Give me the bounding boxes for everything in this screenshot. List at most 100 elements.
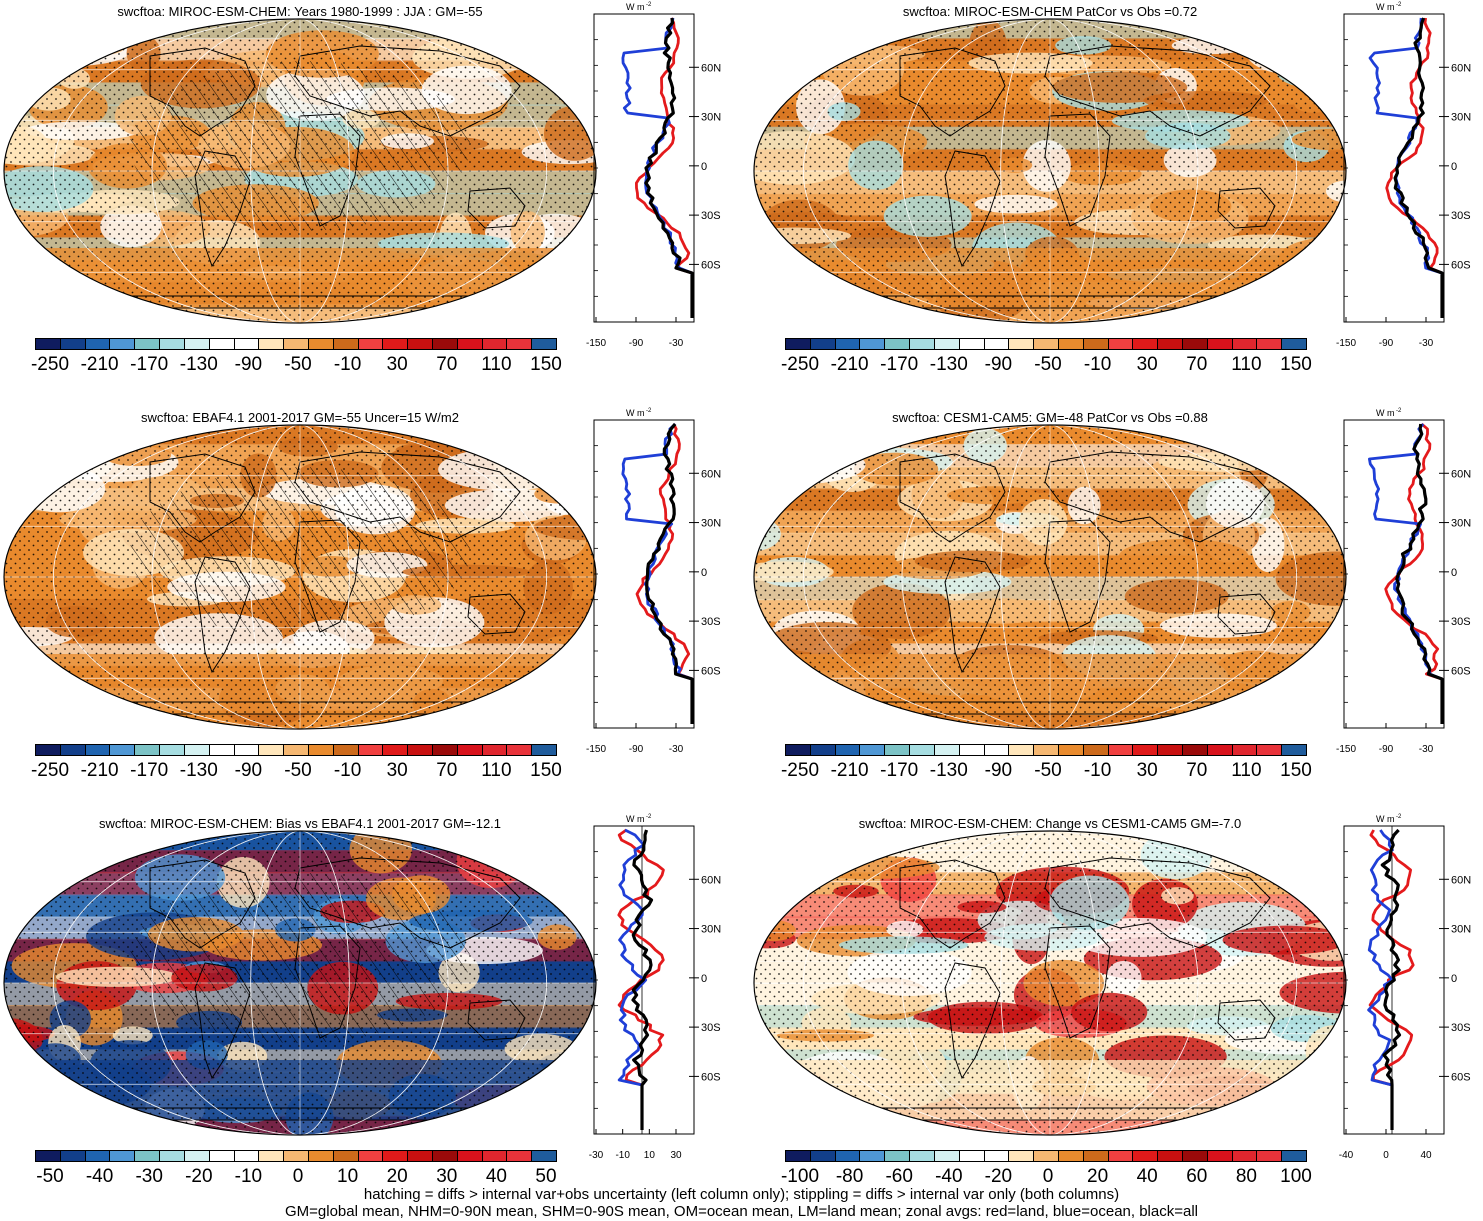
colorbar-swatch (934, 745, 960, 755)
colorbar-swatch (1133, 1151, 1159, 1161)
profile-lat-label: 30S (701, 210, 721, 222)
colorbar-swatch (284, 1151, 309, 1161)
profile-lat-label: 0 (1451, 161, 1457, 173)
coastline-1 (944, 150, 1001, 268)
colorbar-swatch (835, 339, 861, 349)
world-map (3, 424, 597, 730)
world-map (3, 830, 597, 1136)
colorbar-swatch (408, 745, 433, 755)
colorbar-swatch (1232, 745, 1258, 755)
colorbar-label: -10 (1083, 354, 1112, 375)
colorbar-swatch (1133, 339, 1159, 349)
colorbar-swatch (135, 745, 161, 755)
panel-p1: swcftoa: MIROC-ESM-CHEM: Years 1980-1999… (0, 0, 741, 407)
colorbar-swatch (1034, 339, 1059, 349)
colorbar-swatch (482, 745, 508, 755)
colorbar-label: 30 (436, 1166, 458, 1187)
profile-curve-land (1384, 422, 1444, 724)
colorbar-swatch (1232, 339, 1258, 349)
colorbar-label: -210 (830, 354, 869, 375)
colorbar-swatch (910, 1151, 935, 1161)
colorbar-swatch (433, 1151, 458, 1161)
colorbar-swatch (60, 745, 86, 755)
colorbar-swatch (333, 1151, 359, 1161)
profile-lat-label: 60S (1451, 665, 1471, 677)
colorbar-label: -10 (333, 354, 362, 375)
profile-unit-sup: -2 (646, 2, 652, 8)
colorbar-swatch (1257, 745, 1283, 755)
colorbar-label: -40 (935, 1166, 963, 1187)
profile-x-label: 0 (1383, 1150, 1389, 1161)
coastline-4 (467, 593, 526, 635)
colorbar-swatch (209, 1151, 235, 1161)
colorbar-swatch (110, 1151, 136, 1161)
coastline-4 (467, 187, 526, 229)
colorbar-label: 150 (1280, 760, 1312, 781)
colorbar-swatch (234, 1151, 260, 1161)
colorbar-labels: -100 -80 -60 -40 -20 0 20 40 60 80 100 (781, 1166, 1312, 1188)
colorbar-swatch (284, 745, 309, 755)
colorbar-swatch (1282, 1151, 1307, 1161)
colorbar-swatch (60, 1151, 86, 1161)
world-map (753, 18, 1347, 324)
colorbar-label: -130 (179, 760, 218, 781)
colorbar-label: 110 (481, 760, 512, 781)
profile-x-label: -40 (1339, 1150, 1354, 1161)
colorbar-swatch (184, 339, 210, 349)
colorbar-label: -20 (185, 1166, 213, 1187)
zonal-profile: W m -2 60N 30N 0 30S 60S -30 -10 10 30 (589, 814, 721, 1161)
colorbar-swatch (160, 1151, 185, 1161)
colorbar-label: -250 (780, 760, 820, 781)
coastline-2 (1044, 857, 1271, 949)
colorbar-swatch (457, 745, 483, 755)
colorbar-swatch (885, 745, 911, 755)
profile-unit-sup: -2 (1396, 814, 1402, 820)
colorbar-labels: -50 -40 -30 -20 -10 0 10 20 30 40 50 (35, 1166, 557, 1188)
colorbar-swatch (1158, 1151, 1183, 1161)
colorbar-swatch (786, 1151, 811, 1161)
profile-lat-label: 60N (1451, 468, 1471, 480)
profile-lat-label: 30S (1451, 1022, 1471, 1034)
colorbar-swatch (934, 339, 960, 349)
profile-lat-label: 60S (701, 1071, 721, 1083)
colorbar-label: 70 (436, 760, 458, 781)
profile-x-label: -90 (1379, 338, 1394, 349)
colorbar-swatch (532, 745, 557, 755)
colorbar-swatch (308, 339, 334, 349)
colorbar-swatch (810, 339, 836, 349)
colorbar-swatch (507, 339, 533, 349)
colorbar-label: -10 (1083, 760, 1112, 781)
colorbar (35, 1150, 557, 1162)
coastline-2 (1044, 451, 1271, 543)
colorbar-swatch (1083, 339, 1109, 349)
profile-lat-label: 0 (1451, 567, 1457, 579)
colorbar-swatch (308, 745, 334, 755)
coastline-4 (1217, 593, 1276, 635)
colorbar-swatch (1034, 745, 1059, 755)
world-map (753, 830, 1347, 1136)
panel-p6: swcftoa: MIROC-ESM-CHEM: Change vs CESM1… (750, 812, 1483, 1219)
coastline-2 (1044, 45, 1271, 137)
profile-unit-sup: -2 (646, 408, 652, 414)
profile-x-label: -30 (589, 1150, 604, 1161)
colorbar-label: 50 (535, 1166, 557, 1187)
profile-lat-label: 30N (1451, 112, 1471, 124)
zonal-profile: W m -2 60N 30N 0 30S 60S -150 -90 -30 (586, 408, 721, 755)
profile-curve-land (1385, 17, 1444, 318)
coastline-1 (194, 556, 251, 674)
profile-x-label: -30 (1419, 338, 1434, 349)
colorbar-swatch (209, 339, 235, 349)
colorbar-swatch (135, 339, 161, 349)
colorbar-label: 30 (1136, 760, 1158, 781)
coastline-1 (944, 962, 1001, 1080)
colorbar-swatch (110, 745, 136, 755)
colorbar-label: -10 (234, 1166, 263, 1187)
coastline-0 (899, 453, 1006, 543)
colorbar-label: -40 (85, 1166, 114, 1187)
zonal-profile: W m -2 60N 30N 0 30S 60S -150 -90 -30 (1336, 2, 1471, 349)
profile-unit-label: W m (626, 814, 645, 824)
colorbar-swatch (333, 745, 359, 755)
colorbar-swatch (1108, 745, 1134, 755)
colorbar-swatch (835, 745, 861, 755)
colorbar-label: -50 (1034, 354, 1062, 375)
